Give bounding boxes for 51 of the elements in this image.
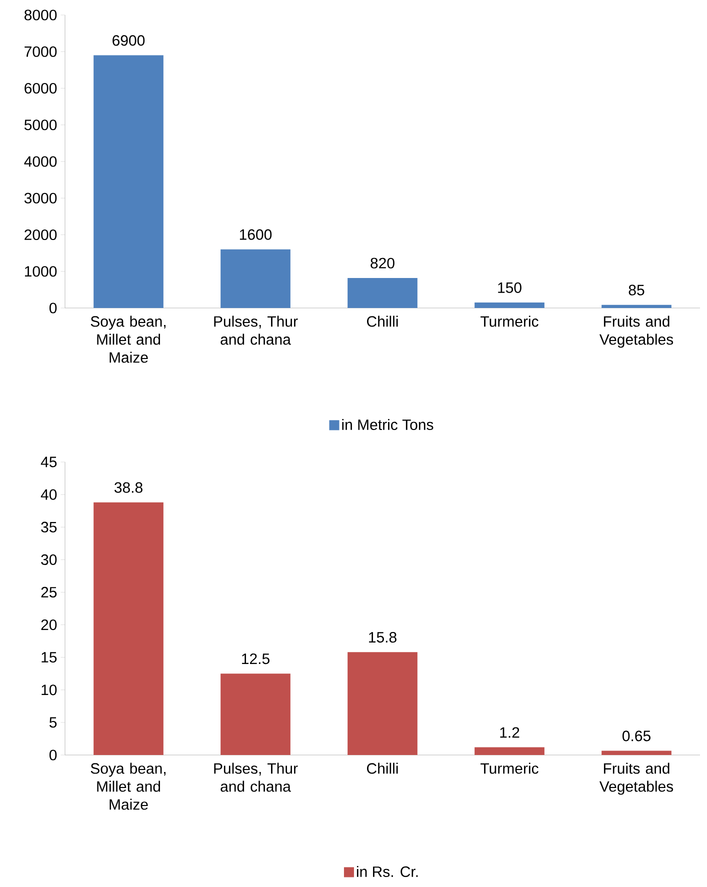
y-tick-label: 2000 <box>24 229 57 240</box>
x-tick-label: Pulses, Thur and chana <box>214 762 298 792</box>
x-tick-label: Fruits and Vegetables <box>599 316 674 348</box>
y-tick-label: 45 <box>40 456 57 468</box>
y-tick-label: 1000 <box>25 266 57 277</box>
y-tick-label: 4000 <box>24 156 57 167</box>
y-tick-label: 0 <box>49 302 57 314</box>
y-tick-label: 35 <box>41 522 57 532</box>
y-tick-label: 5 <box>49 717 57 728</box>
y-tick-label: 15 <box>42 652 57 663</box>
y-tick-label: 8000 <box>24 10 57 20</box>
bar <box>602 304 672 308</box>
data-label: 15.8 <box>369 632 396 643</box>
bar <box>348 652 418 755</box>
x-tick-label: Chilli <box>367 762 398 774</box>
data-label: 150 <box>498 282 522 293</box>
bar <box>94 55 164 308</box>
data-label: 1.2 <box>500 727 520 738</box>
y-tick-label: 0 <box>49 750 57 760</box>
y-tick-label: 10 <box>42 684 57 696</box>
y-tick-label: 3000 <box>24 192 57 204</box>
legend-label: in Metric Tons <box>342 419 434 430</box>
bar <box>602 750 672 755</box>
bar <box>220 249 290 308</box>
data-label: 0.65 <box>622 730 650 742</box>
y-tick-label: 40 <box>40 489 57 500</box>
bar <box>94 502 164 755</box>
data-label: 85 <box>628 284 644 296</box>
x-tick-label: Soya bean, Millet and Maize <box>90 316 166 363</box>
y-tick-label: 30 <box>41 554 57 565</box>
x-tick-label: Turmeric <box>480 316 538 327</box>
y-tick-label: 5000 <box>24 120 57 130</box>
x-tick-label: Turmeric <box>480 762 538 774</box>
data-label: 6900 <box>112 35 145 46</box>
bar <box>220 674 290 755</box>
y-tick-label: 25 <box>41 586 57 598</box>
data-label: 820 <box>370 258 394 268</box>
data-label: 38.8 <box>114 482 142 493</box>
x-tick-label: Soya bean, Millet and Maize <box>90 762 166 810</box>
x-tick-label: Pulses, Thur and chana <box>214 316 298 345</box>
y-tick-label: 7000 <box>24 46 57 57</box>
legend-label: in Rs. Cr. <box>356 866 418 878</box>
y-tick-label: 6000 <box>24 82 57 94</box>
data-label: 12.5 <box>242 653 270 664</box>
x-tick-label: Fruits and Vegetables <box>599 762 674 795</box>
bar <box>348 278 418 308</box>
x-tick-label: Chilli <box>367 316 398 327</box>
data-label: 1600 <box>240 229 272 240</box>
bar <box>474 747 544 755</box>
bar <box>474 302 544 308</box>
y-tick-label: 20 <box>41 619 57 630</box>
